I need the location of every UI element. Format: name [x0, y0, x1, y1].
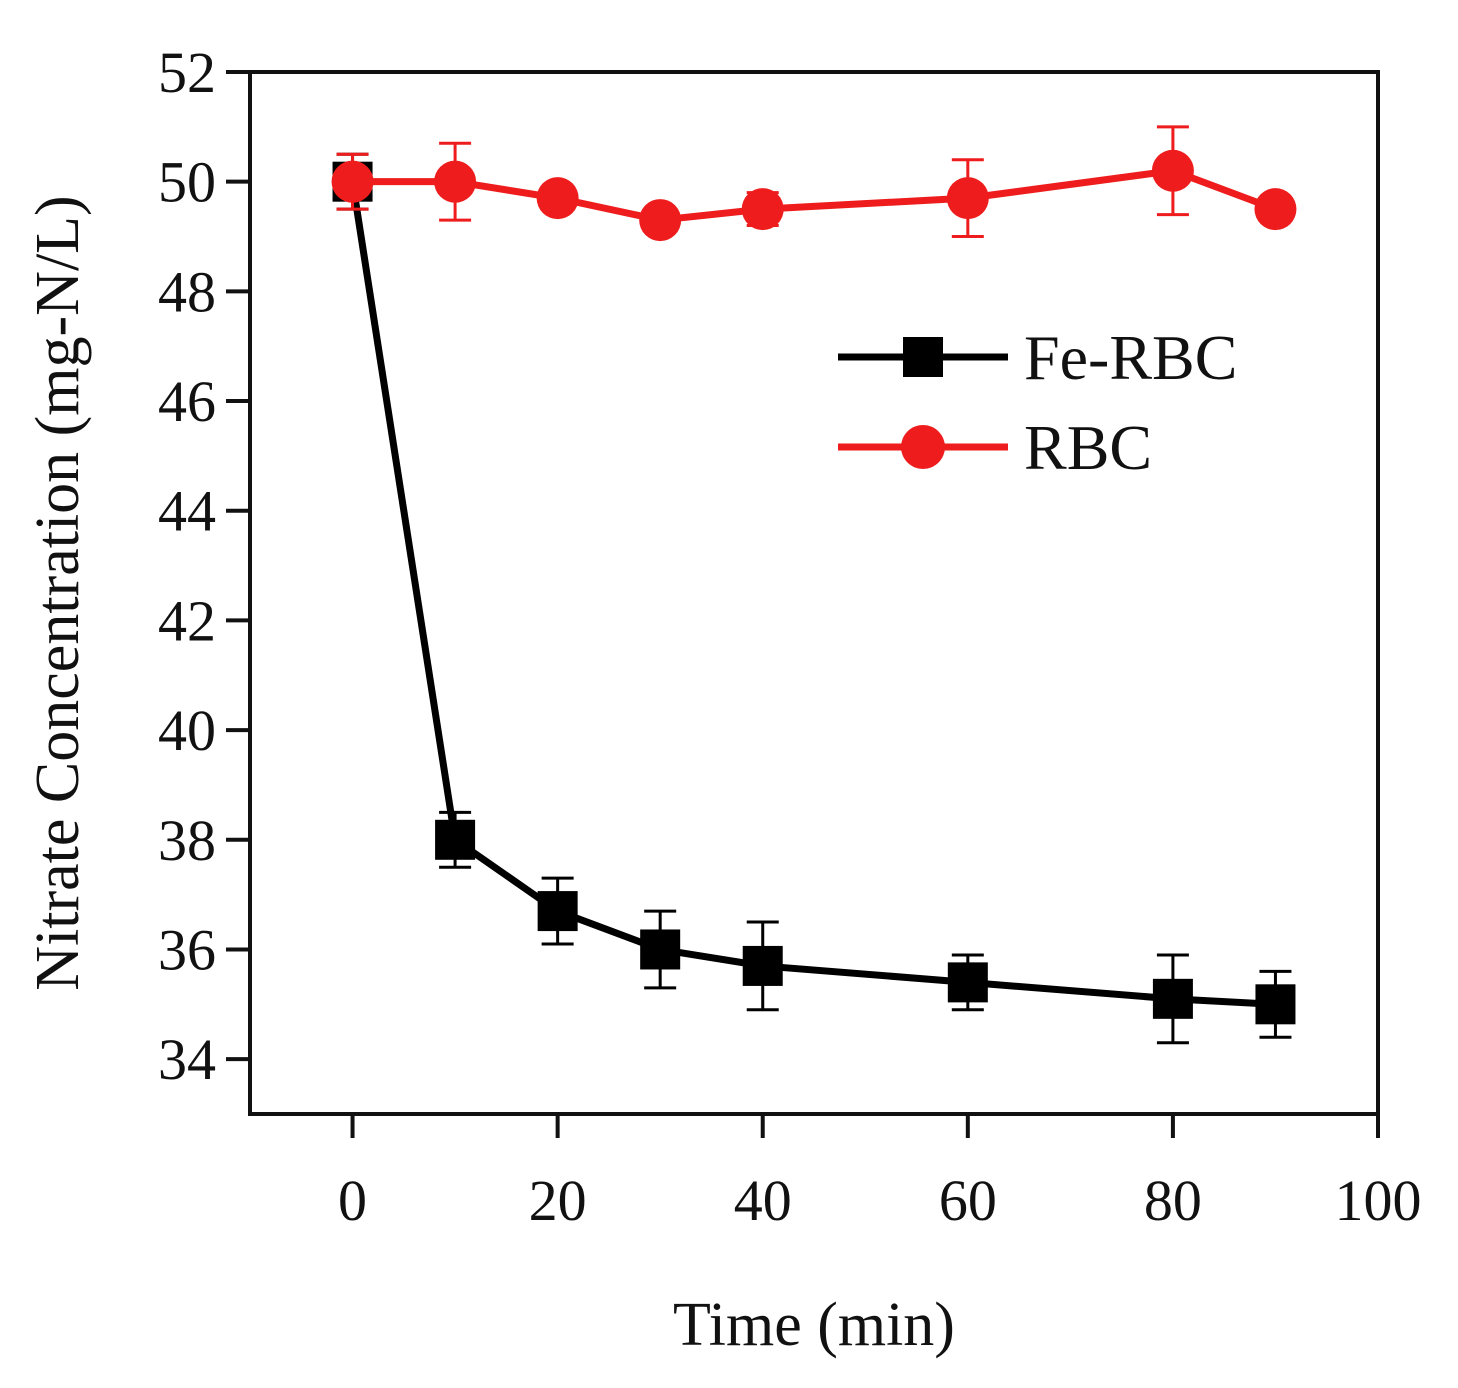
legend-item-rbc: RBC — [838, 412, 1152, 483]
data-point — [435, 819, 476, 860]
data-point — [741, 188, 784, 231]
y-axis: 34 36 38 40 42 44 46 48 50 52 — [158, 40, 250, 1092]
plot-frame — [248, 70, 1380, 1116]
x-tick-label: 40 — [734, 1168, 792, 1233]
y-tick-label: 50 — [158, 150, 216, 215]
y-tick-label: 46 — [158, 369, 216, 434]
data-point — [1151, 149, 1194, 192]
series-line — [349, 181, 1276, 1008]
data-point — [946, 177, 989, 220]
legend-label: RBC — [1024, 412, 1152, 483]
series-fe-rbc — [332, 152, 1296, 1045]
data-point — [639, 199, 682, 242]
legend: Fe-RBC RBC — [838, 322, 1237, 483]
x-tick-label: 60 — [939, 1168, 997, 1233]
data-point — [947, 962, 988, 1003]
series-rbc — [331, 125, 1297, 242]
data-point — [1255, 984, 1296, 1025]
series-line — [352, 167, 1277, 224]
x-tick-label: 0 — [338, 1168, 367, 1233]
y-tick-label: 36 — [158, 917, 216, 982]
x-axis-title: Time (min) — [673, 1291, 955, 1359]
data-point — [537, 891, 578, 932]
data-point — [1254, 188, 1297, 231]
x-tick-label: 80 — [1144, 1168, 1202, 1233]
y-tick-label: 48 — [158, 259, 216, 324]
legend-label: Fe-RBC — [1024, 322, 1237, 393]
data-point — [1152, 978, 1193, 1019]
y-axis-title: Nitrate Concentration (mg-N/L) — [24, 195, 92, 990]
data-point — [742, 945, 783, 986]
y-tick-label: 42 — [158, 588, 216, 653]
x-axis: 0 20 40 60 80 100 — [338, 1114, 1422, 1233]
data-point — [331, 160, 374, 203]
y-tick-label: 52 — [158, 40, 216, 105]
legend-marker — [901, 425, 945, 469]
legend-item-fe-rbc: Fe-RBC — [838, 322, 1237, 393]
series-layer — [331, 125, 1297, 1045]
y-tick-label: 44 — [158, 479, 216, 544]
y-tick-label: 34 — [158, 1027, 216, 1092]
y-tick-label: 40 — [158, 698, 216, 763]
data-point — [536, 177, 579, 220]
legend-marker — [903, 337, 943, 377]
data-point — [640, 929, 681, 970]
x-tick-label: 20 — [529, 1168, 587, 1233]
data-point — [434, 160, 477, 203]
y-tick-label: 38 — [158, 808, 216, 873]
x-tick-label: 100 — [1335, 1168, 1422, 1233]
